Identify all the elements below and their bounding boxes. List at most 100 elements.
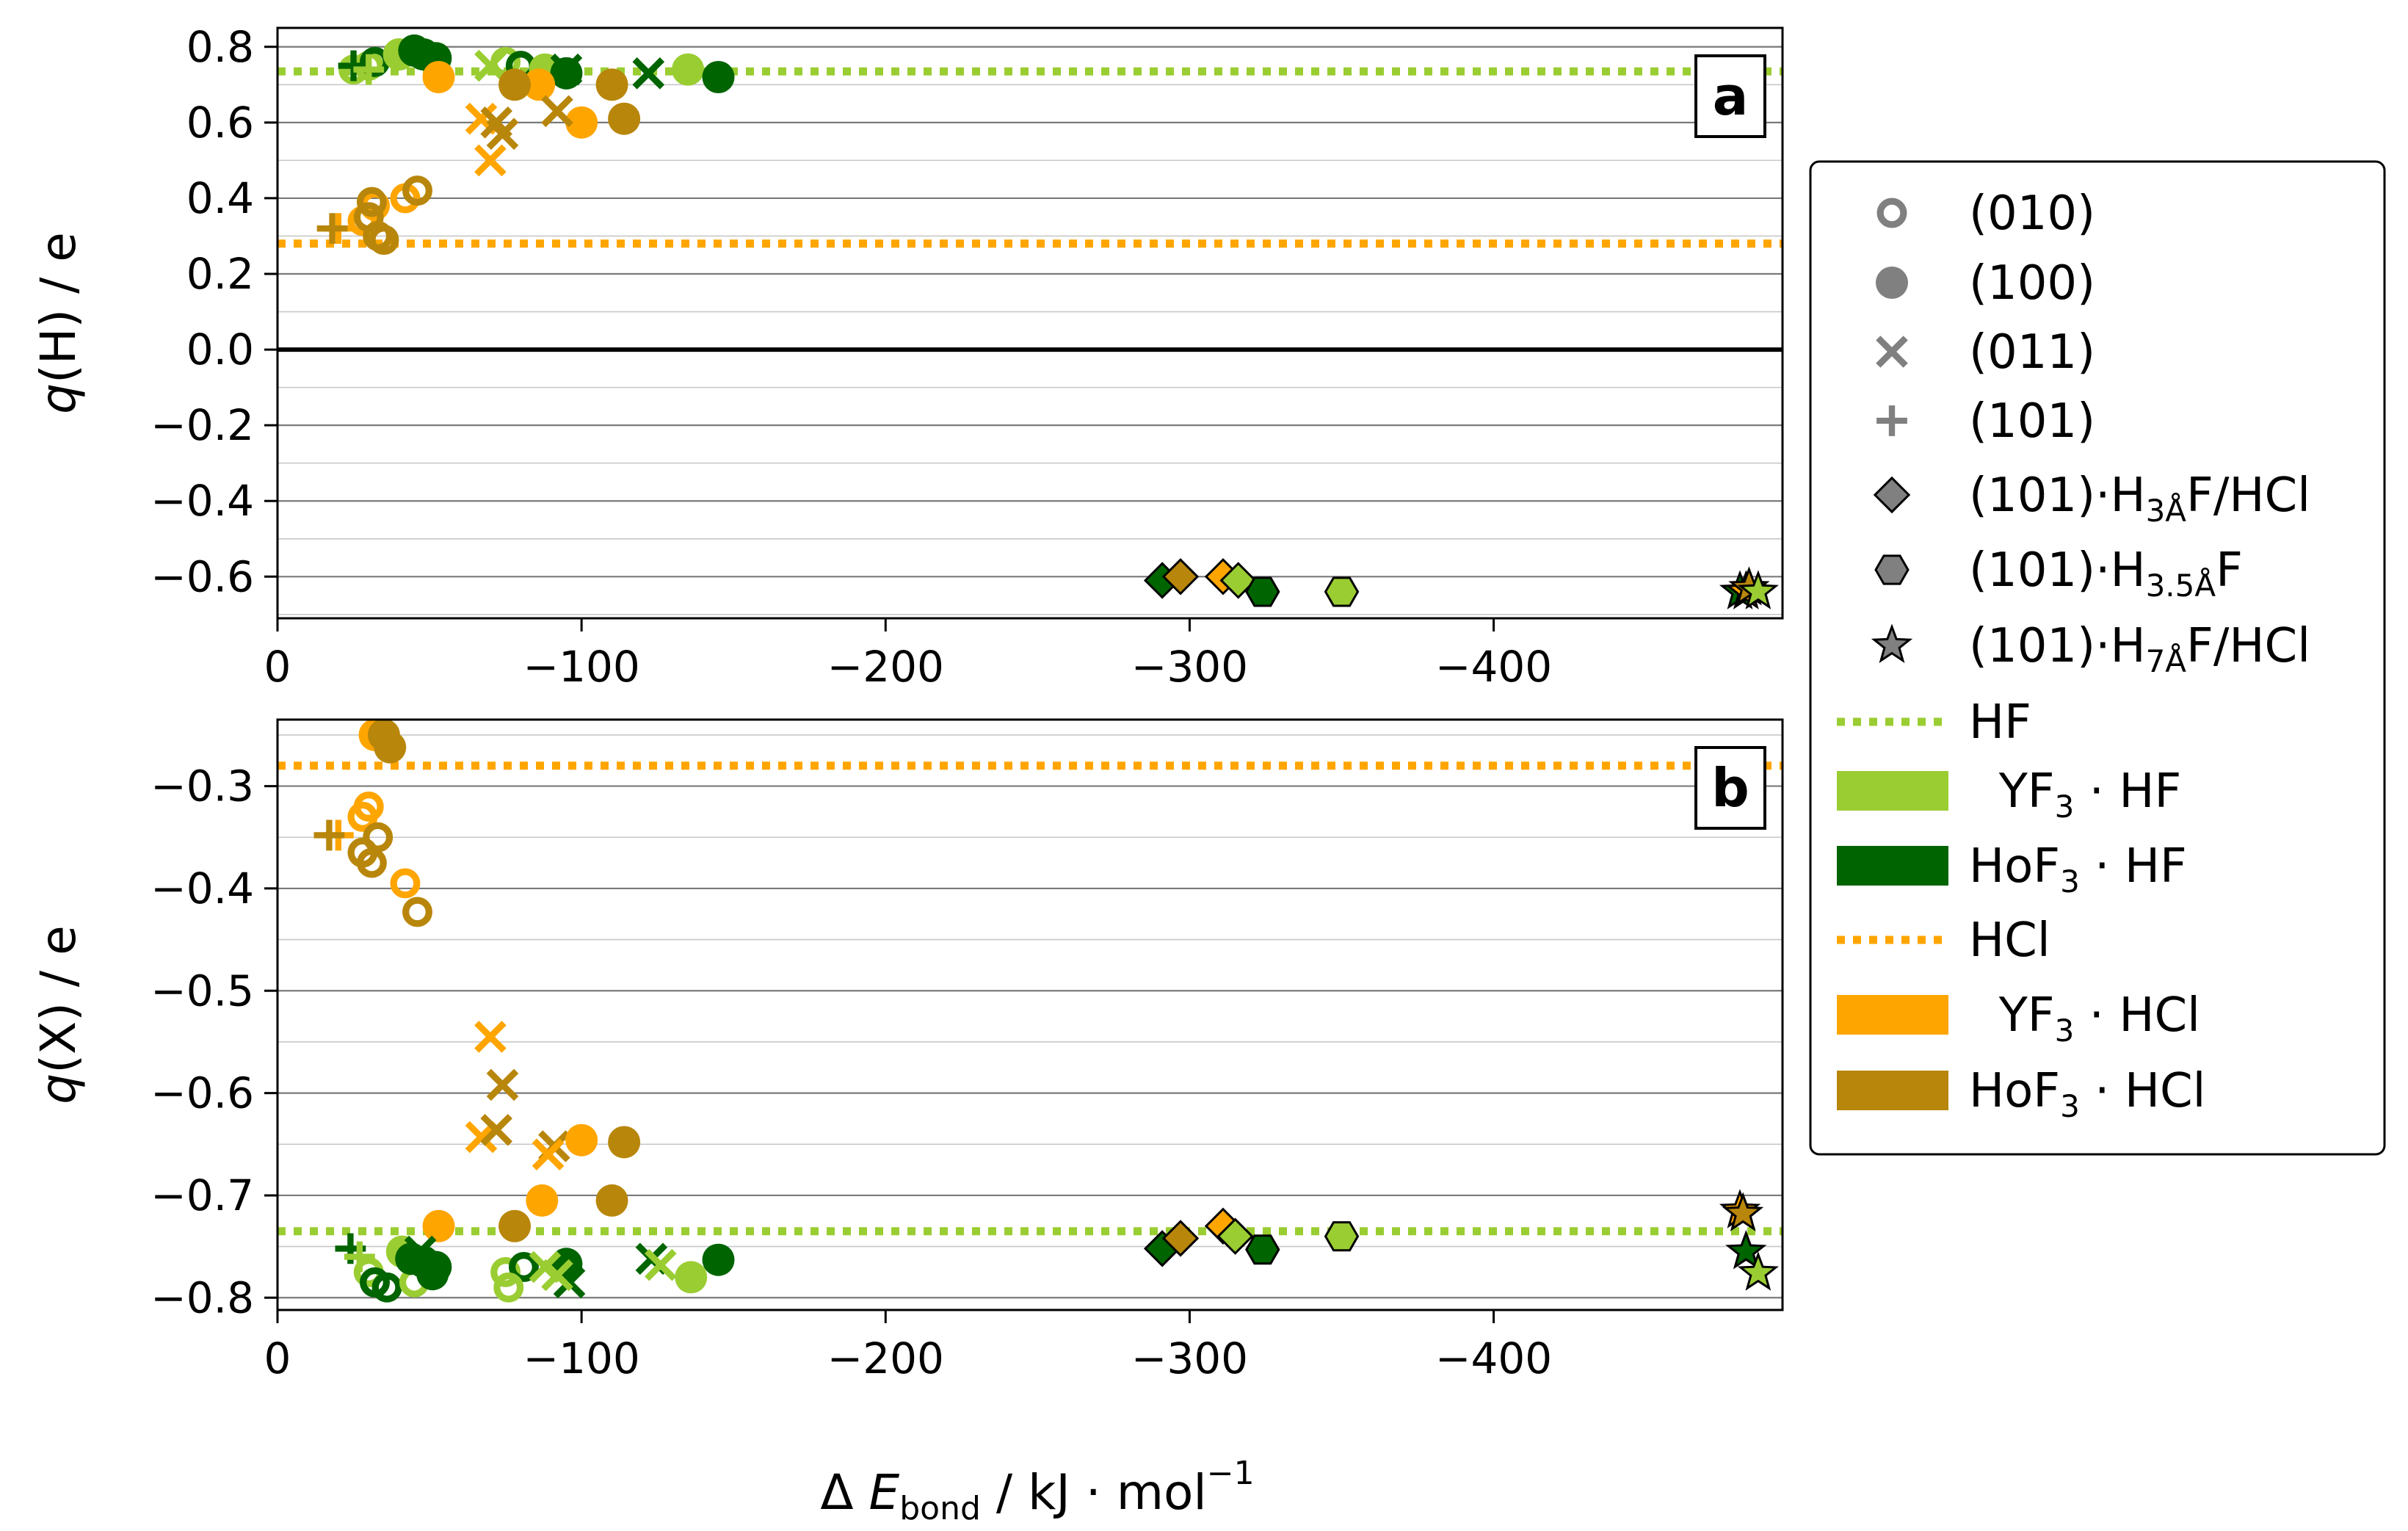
legend-item: (101)·H3ÅF/HCl [1873, 468, 2310, 529]
legend-color-patch-icon [1837, 846, 1948, 886]
panel-label-box [1694, 54, 1766, 138]
legend-item: HCl [1837, 913, 2050, 968]
legend-label: YF3 · HF [1969, 764, 2181, 825]
x-tick-label: −200 [827, 642, 944, 692]
panel-label-text: b [1711, 757, 1749, 819]
x-tick-label: −400 [1435, 1333, 1552, 1383]
y-tick-label: −0.7 [150, 1170, 254, 1220]
legend-plus-icon [1876, 405, 1907, 436]
legend-item: (011) [1876, 325, 2095, 380]
legend-open-circle-icon [1876, 198, 1907, 228]
data-point-diamond-yf3-hf [1219, 562, 1257, 599]
legend-star-icon [1871, 623, 1913, 663]
data-point-filled-circle-hof3-hcl [608, 102, 641, 135]
data-point-open-circle-hof3-hcl [363, 822, 394, 853]
data-point-diamond-yf3-hf [1216, 1217, 1254, 1255]
legend-hexagon-icon [1874, 554, 1910, 585]
data-point-plus-hof3-hf [338, 50, 369, 82]
legend-filled-circle-icon [1876, 267, 1908, 299]
data-point-cross-hof3-hcl [486, 1068, 519, 1101]
x-tick-label: −400 [1435, 642, 1552, 692]
data-point-hexagon-yf3-hf [1324, 576, 1360, 607]
data-point-cross-hof3-hcl [486, 117, 519, 151]
data-point-star-yf3-hf [1737, 570, 1779, 609]
legend-diamond-icon [1873, 476, 1911, 514]
legend-item: YF3 · HF [1837, 764, 2181, 825]
data-point-filled-circle-hof3-hcl [498, 68, 532, 101]
legend-label: (011) [1969, 325, 2095, 380]
legend-item: (101) [1876, 394, 2095, 449]
data-point-open-circle-hof3-hf [371, 1272, 402, 1303]
legend-cross-icon [1876, 336, 1908, 368]
data-point-cross-hof3-hcl [480, 1113, 512, 1146]
legend-label: (101)·H3ÅF/HCl [1969, 468, 2310, 529]
legend-label: HoF3 · HCl [1969, 1064, 2205, 1124]
data-point-filled-circle-hof3-hcl [608, 1126, 641, 1159]
data-point-filled-circle-yf3-hcl [565, 1123, 598, 1157]
data-point-filled-circle-yf3-hcl [565, 106, 598, 139]
legend-item: YF3 · HCl [1837, 988, 2200, 1049]
panel-label-b: b [1694, 746, 1766, 830]
legend-item: HoF3 · HF [1837, 839, 2187, 900]
legend-label: HF [1969, 695, 2031, 750]
data-point-open-circle-hof3-hcl [369, 225, 399, 256]
data-point-cross-yf3-hf [541, 1259, 573, 1292]
data-point-open-circle-yf3-hcl [353, 791, 384, 822]
legend-label: YF3 · HCl [1969, 988, 2200, 1049]
data-point-star-hof3-hcl [1722, 1192, 1764, 1231]
legend-item: HoF3 · HCl [1837, 1064, 2205, 1124]
data-point-filled-circle-hof3-hf [702, 1243, 735, 1276]
data-point-filled-circle-yf3-hf [672, 53, 705, 86]
legend-label: (010) [1969, 187, 2095, 241]
data-point-open-circle-hof3-hcl [356, 847, 387, 878]
data-point-filled-circle-hof3-hcl [595, 68, 628, 101]
y-tick-label: 0.2 [186, 249, 254, 299]
legend-item: (101)·H3.5ÅF [1874, 543, 2243, 604]
x-tick-label: 0 [264, 642, 291, 692]
x-tick-label: −300 [1131, 642, 1248, 692]
data-point-filled-circle-hof3-hf [702, 61, 735, 93]
panel-label-a: a [1694, 54, 1766, 138]
legend: (010) (100) (011) (101) (101)·H3ÅF/HCl (101)·… [1809, 160, 2386, 1156]
data-point-open-circle-yf3-hf [493, 1272, 524, 1303]
x-tick-label: 0 [264, 1333, 291, 1383]
data-point-open-circle-hof3-hcl [402, 175, 432, 206]
legend-item: (101)·H7ÅF/HCl [1871, 619, 2310, 679]
data-point-open-circle-yf3-hcl [390, 868, 421, 899]
y-tick-label: 0.0 [186, 325, 254, 374]
y-tick-label: 0.8 [186, 22, 254, 72]
data-point-filled-circle-hof3-hcl [595, 1184, 628, 1217]
legend-color-patch-icon [1837, 995, 1948, 1035]
y-tick-label: −0.4 [150, 864, 254, 913]
data-point-plus-yf3-hf [353, 54, 385, 85]
data-point-filled-circle-hof3-hf [416, 1258, 449, 1291]
data-point-hexagon-hof3-hf [1245, 576, 1280, 607]
x-tick-label: −100 [523, 1333, 639, 1383]
data-point-plus-hof3-hcl [313, 819, 345, 851]
data-point-cross-hof3-hcl [541, 95, 573, 128]
data-point-filled-circle-yf3-hcl [526, 1184, 559, 1217]
data-point-cross-yf3-hcl [532, 1138, 565, 1171]
data-point-cross-hof3-hf [632, 57, 665, 90]
data-point-open-circle-hof3-hcl [402, 897, 432, 927]
data-point-filled-circle-yf3-hcl [422, 1209, 455, 1242]
panel-b: 0 −100 −200 −300 −400 −0.3 −0.4 −0.5 −0.6 −0.7 −0.… [30, 718, 1784, 1527]
y-tick-label: −0.4 [150, 476, 254, 526]
y-tick-label: 0.4 [186, 173, 254, 223]
data-point-cross-yf3-hf [645, 1248, 677, 1281]
panel-a: 0 −100 −200 −300 −400 0.8 0.6 0.4 0.2 0.0 −0.2 −0.4… [30, 22, 1784, 692]
y-tick-label: −0.6 [150, 1068, 254, 1118]
data-point-open-circle-hof3-hf [508, 1252, 539, 1282]
data-point-filled-circle-yf3-hcl [422, 61, 455, 93]
y-tick-label: −0.8 [150, 1273, 254, 1322]
legend-label: HoF3 · HF [1969, 839, 2187, 900]
data-point-filled-circle-yf3-hf [675, 1261, 708, 1294]
data-point-cross-hof3-hf [404, 1235, 437, 1268]
y-tick-label: −0.5 [150, 966, 254, 1016]
legend-color-patch-icon [1837, 1071, 1948, 1110]
axes-frame [276, 26, 1784, 620]
legend-label: (100) [1969, 256, 2095, 311]
legend-item: HF [1837, 695, 2031, 750]
x-tick-label: −100 [523, 642, 639, 692]
